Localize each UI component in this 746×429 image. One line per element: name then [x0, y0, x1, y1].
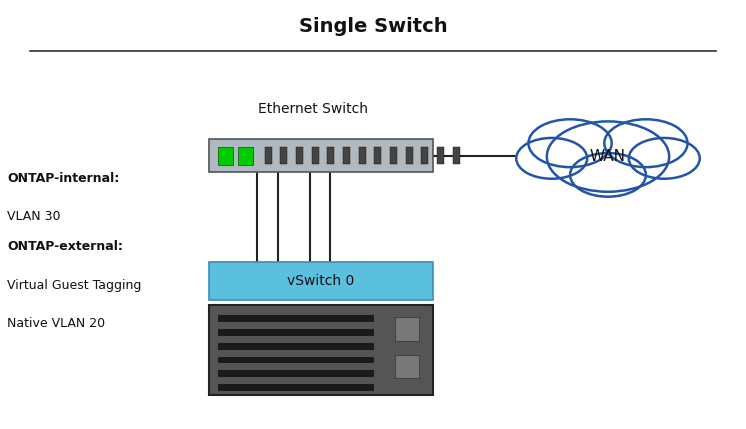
FancyBboxPatch shape: [359, 147, 366, 164]
FancyBboxPatch shape: [374, 147, 381, 164]
Text: Native VLAN 20: Native VLAN 20: [7, 317, 106, 330]
Circle shape: [604, 119, 688, 167]
Circle shape: [570, 153, 646, 196]
FancyBboxPatch shape: [218, 343, 374, 350]
FancyBboxPatch shape: [327, 147, 334, 164]
Text: ONTAP-external:: ONTAP-external:: [7, 240, 123, 253]
FancyBboxPatch shape: [218, 370, 374, 377]
FancyBboxPatch shape: [312, 147, 319, 164]
FancyBboxPatch shape: [209, 139, 433, 172]
FancyBboxPatch shape: [265, 147, 272, 164]
Text: ONTAP-internal:: ONTAP-internal:: [7, 172, 119, 184]
FancyBboxPatch shape: [238, 147, 253, 165]
Text: WAN: WAN: [590, 149, 626, 164]
FancyBboxPatch shape: [218, 147, 233, 165]
FancyBboxPatch shape: [209, 262, 433, 300]
Text: Ethernet Switch: Ethernet Switch: [258, 102, 369, 116]
Circle shape: [516, 138, 587, 179]
Text: Virtual Guest Tagging: Virtual Guest Tagging: [7, 279, 142, 292]
FancyBboxPatch shape: [421, 147, 428, 164]
FancyBboxPatch shape: [395, 317, 419, 341]
FancyBboxPatch shape: [296, 147, 303, 164]
FancyBboxPatch shape: [218, 315, 374, 322]
FancyBboxPatch shape: [453, 147, 460, 164]
FancyBboxPatch shape: [218, 329, 374, 336]
FancyBboxPatch shape: [406, 147, 413, 164]
Text: Single Switch: Single Switch: [298, 17, 448, 36]
FancyBboxPatch shape: [437, 147, 444, 164]
Circle shape: [528, 119, 612, 167]
Text: VLAN 30: VLAN 30: [7, 210, 61, 223]
Circle shape: [547, 121, 669, 192]
FancyBboxPatch shape: [395, 355, 419, 378]
FancyBboxPatch shape: [218, 356, 374, 363]
FancyBboxPatch shape: [390, 147, 397, 164]
Text: vSwitch 0: vSwitch 0: [287, 274, 354, 288]
FancyBboxPatch shape: [218, 384, 374, 391]
Circle shape: [629, 138, 700, 179]
FancyBboxPatch shape: [343, 147, 350, 164]
FancyBboxPatch shape: [209, 305, 433, 395]
FancyBboxPatch shape: [280, 147, 287, 164]
